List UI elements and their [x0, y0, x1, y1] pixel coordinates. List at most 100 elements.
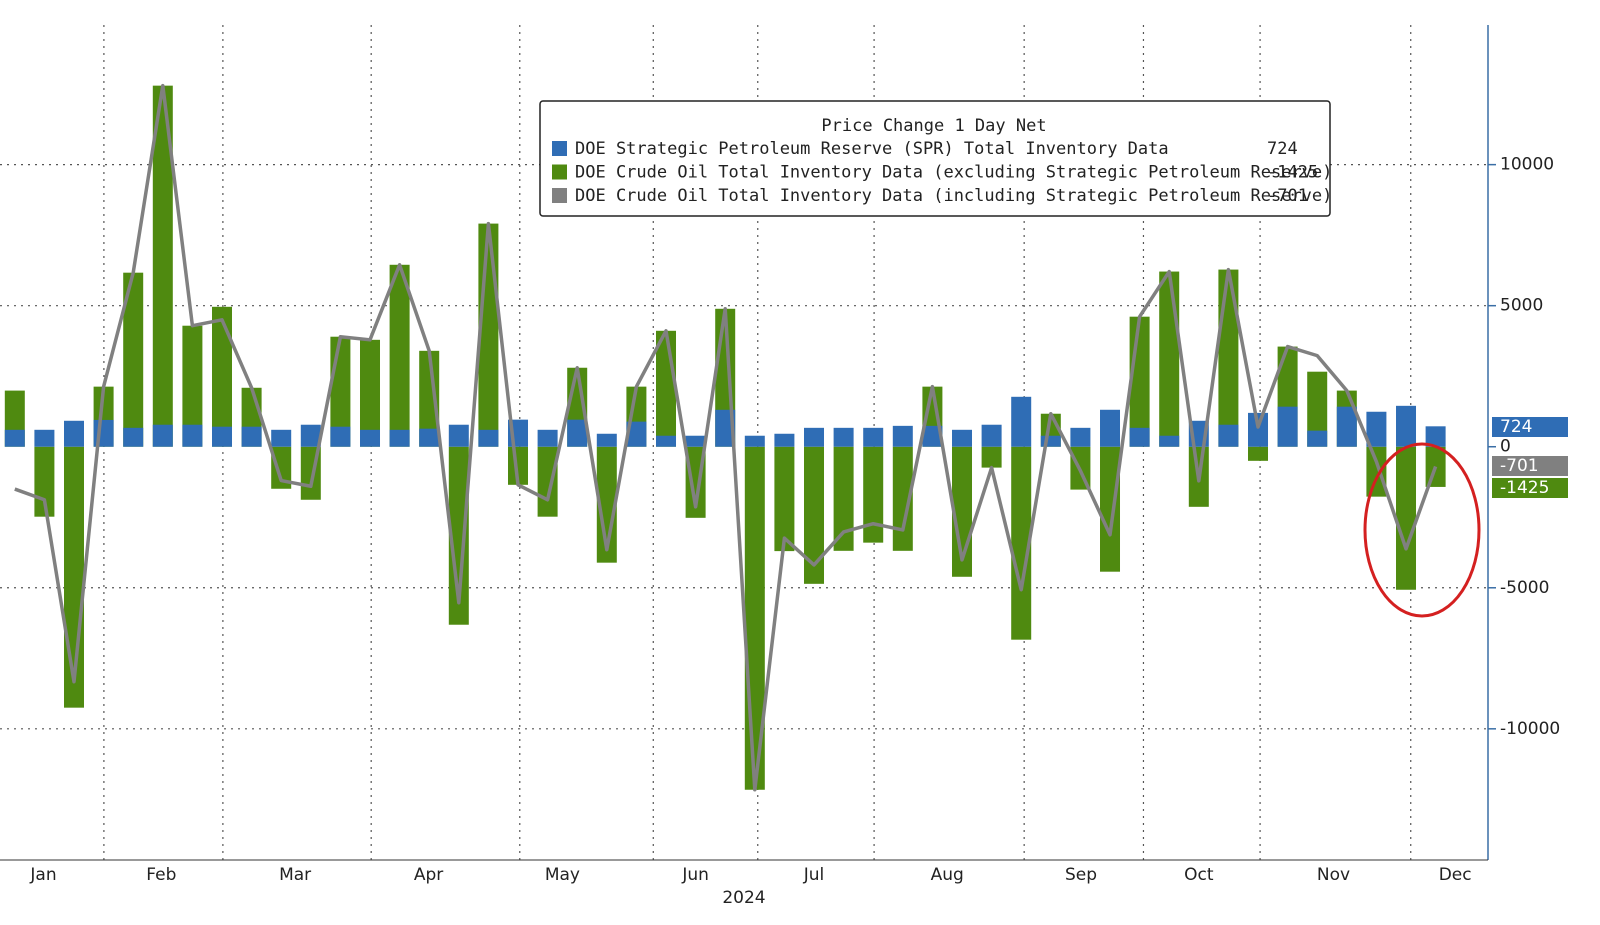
bar — [1425, 426, 1446, 447]
last-value-label: 724 — [1500, 417, 1532, 437]
bar — [1100, 409, 1121, 447]
marks — [4, 83, 1446, 792]
legend-swatch — [552, 188, 567, 203]
bar — [1307, 371, 1328, 447]
legend-value: 724 — [1267, 139, 1298, 159]
bar — [981, 446, 1002, 468]
bar — [271, 446, 292, 489]
bar — [271, 429, 292, 447]
bar — [330, 426, 351, 447]
bar — [419, 350, 440, 447]
bar — [567, 419, 588, 447]
legend-value: -1425 — [1267, 163, 1318, 183]
bar — [389, 264, 410, 447]
x-tick-label: Aug — [931, 865, 964, 885]
bar — [123, 272, 144, 447]
bar — [656, 330, 677, 447]
bar — [419, 428, 440, 447]
legend-swatch — [552, 141, 567, 156]
bar — [212, 426, 233, 447]
bar — [537, 429, 558, 447]
y-tick-label: -10000 — [1500, 719, 1560, 739]
bar — [4, 429, 25, 447]
x-tick-label: Jan — [29, 865, 56, 885]
bar — [1366, 411, 1387, 447]
x-tick-label: Oct — [1184, 865, 1214, 885]
bar — [1040, 435, 1061, 447]
bar — [804, 427, 825, 447]
bar — [656, 435, 677, 447]
x-tick-label: Sep — [1065, 865, 1097, 885]
bar — [152, 85, 173, 447]
bar — [448, 424, 469, 447]
bar — [64, 420, 85, 447]
bar — [863, 427, 884, 447]
legend-box — [539, 100, 1331, 217]
bar — [1396, 446, 1417, 590]
legend-title: Price Change 1 Day Net — [821, 116, 1046, 136]
x-axis-label: 2024 — [722, 888, 765, 908]
bar — [1218, 424, 1239, 447]
bar — [152, 424, 173, 447]
bar — [744, 435, 765, 447]
bar — [892, 425, 913, 447]
bar — [1336, 406, 1357, 447]
bar — [1248, 446, 1269, 461]
bar — [596, 433, 617, 447]
bar — [300, 424, 321, 447]
bar — [389, 429, 410, 447]
bar — [1159, 435, 1180, 447]
bar — [182, 325, 203, 447]
x-tick-label: Jul — [803, 865, 825, 885]
bar — [34, 429, 55, 447]
bar — [241, 426, 262, 447]
line — [14, 83, 1438, 792]
bar — [596, 446, 617, 563]
bar — [833, 446, 854, 551]
bar — [1011, 396, 1032, 447]
legend-swatch — [552, 164, 567, 180]
bar — [892, 446, 913, 551]
bar — [922, 425, 943, 447]
bar — [360, 339, 381, 447]
bar — [1218, 269, 1239, 447]
bar — [685, 435, 706, 447]
y-tick-label: 10000 — [1500, 155, 1554, 175]
bar — [1366, 446, 1387, 497]
last-value-tag — [1492, 456, 1568, 476]
bar — [1277, 406, 1298, 447]
legend-value: -701 — [1267, 186, 1308, 206]
last-value-tag — [1492, 417, 1568, 437]
legend-label: DOE Strategic Petroleum Reserve (SPR) To… — [575, 139, 1169, 159]
x-tick-label: Apr — [414, 865, 443, 885]
bar — [774, 433, 795, 447]
bar — [1129, 427, 1150, 447]
x-tick-label: Nov — [1317, 865, 1350, 885]
legend-label: DOE Crude Oil Total Inventory Data (excl… — [575, 163, 1332, 183]
bar — [626, 421, 647, 447]
legend-label: DOE Crude Oil Total Inventory Data (incl… — [575, 186, 1332, 206]
highlight-ellipse — [1363, 442, 1481, 618]
bar — [1396, 405, 1417, 447]
legend: Price Change 1 Day Net DOE Strategic Pet… — [539, 100, 1332, 217]
bar — [537, 446, 558, 517]
bar — [981, 424, 1002, 447]
bar — [212, 306, 233, 447]
bar — [1100, 446, 1121, 572]
x-tick-label: May — [545, 865, 580, 885]
bar — [508, 446, 529, 485]
bar — [715, 409, 736, 447]
bar — [182, 424, 203, 447]
bar — [774, 446, 795, 552]
last-value-label: -701 — [1500, 456, 1539, 476]
bar — [833, 427, 854, 447]
bar — [360, 429, 381, 447]
bar — [448, 446, 469, 625]
x-tick-label: Mar — [279, 865, 311, 885]
bar — [863, 446, 884, 543]
x-tick-label: Dec — [1439, 865, 1472, 885]
y-tick-label: -5000 — [1500, 578, 1549, 598]
last-value-tag — [1492, 478, 1568, 498]
